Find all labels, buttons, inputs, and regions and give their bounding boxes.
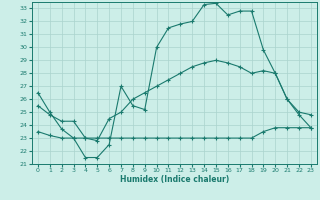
X-axis label: Humidex (Indice chaleur): Humidex (Indice chaleur) <box>120 175 229 184</box>
